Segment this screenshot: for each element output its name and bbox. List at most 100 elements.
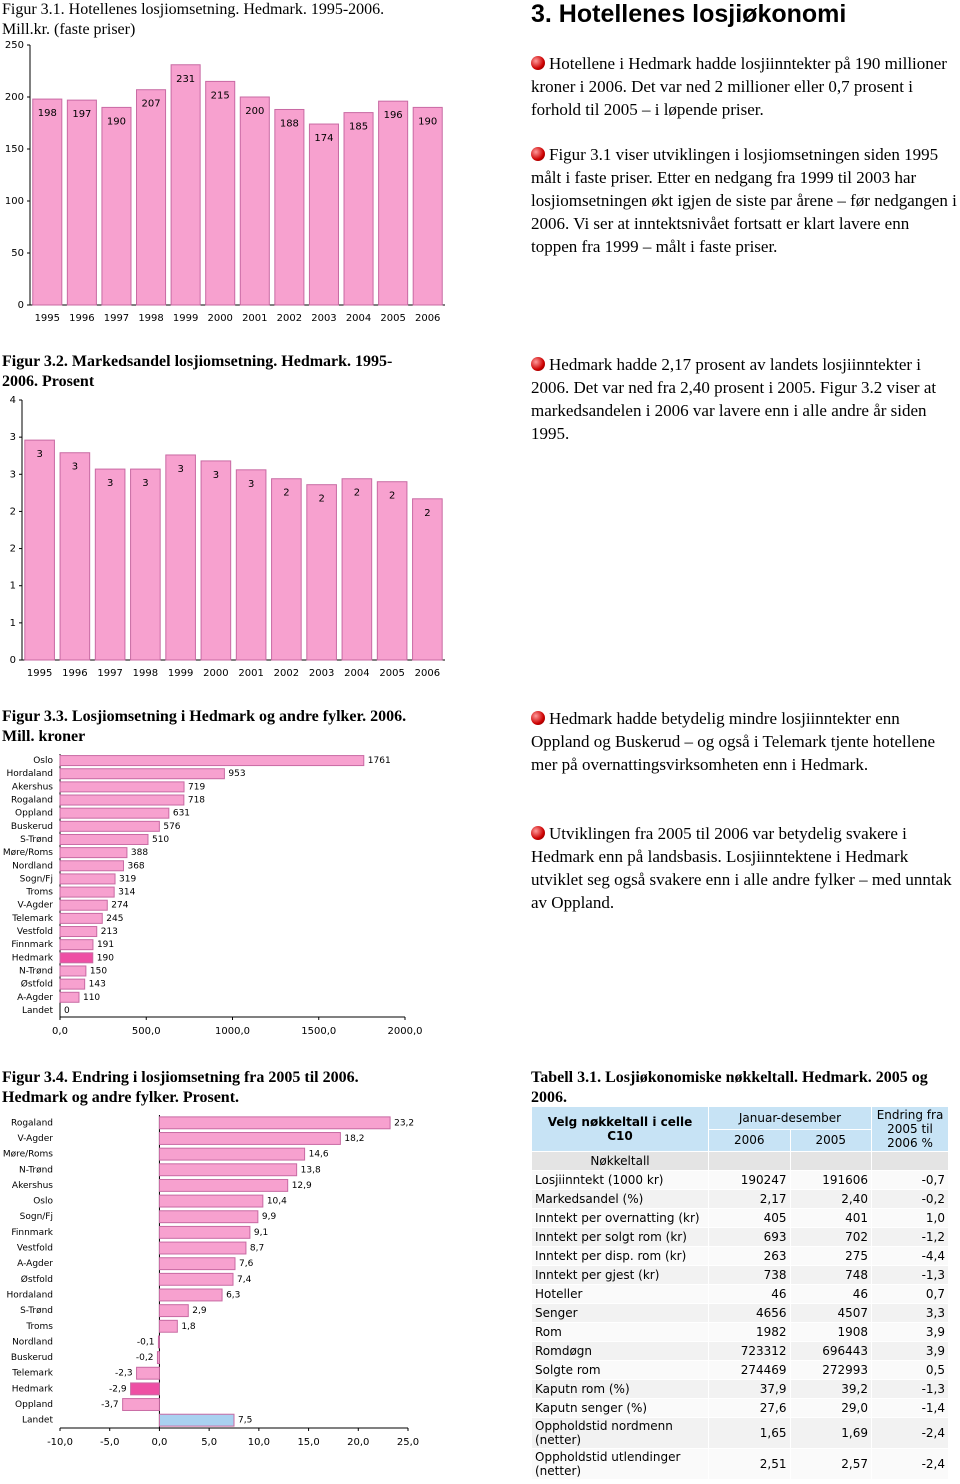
table-cell: Romdøgn: [531, 1341, 709, 1361]
y-tick-label: 250: [5, 40, 24, 51]
paragraph: Utviklingen fra 2005 til 2006 var betyde…: [531, 822, 959, 914]
data-label: 9,1: [254, 1228, 268, 1238]
chart: 0,0 500,0 1000,0 1500,0 2000,0 Oslo 1761 Hordal…: [3, 754, 423, 1037]
figure-caption: Figur 3.1. Hotellenes losjiomsetning. He…: [2, 1, 385, 38]
data-label: 2: [424, 508, 430, 519]
filter-cell[interactable]: [789, 1151, 872, 1171]
table-cell: -1,4: [871, 1398, 949, 1418]
bar: [59, 755, 365, 767]
header-cell: 2006: [708, 1128, 791, 1152]
y-tick-label: 150: [5, 144, 24, 155]
bar: [59, 452, 91, 661]
table-cell: -1,3: [871, 1379, 949, 1399]
table-cell: Rom: [531, 1322, 709, 1342]
table-cell: 39,2: [789, 1379, 872, 1399]
table-cell: Solgte rom: [531, 1360, 709, 1380]
filter-cell[interactable]: [871, 1151, 949, 1171]
x-tick-label: 2005: [380, 313, 405, 324]
table-cell: Losjiinntekt (1000 kr): [531, 1170, 709, 1190]
filter-cell[interactable]: [708, 1151, 791, 1171]
table-caption: Tabell 3.1. Losjiøkonomiske nøkkeltall. …: [531, 1069, 928, 1106]
data-label: 3: [72, 462, 78, 473]
data-label: 190: [107, 116, 126, 127]
y-tick-label: Oppland: [15, 809, 53, 819]
x-tick-label: 1997: [97, 668, 122, 679]
table-cell: Oppholdstid utlendinger (netter): [531, 1448, 709, 1480]
table-cell: 696443: [789, 1341, 872, 1361]
y-tick-label: Sogn/Fj: [20, 874, 53, 884]
bar: [59, 912, 103, 924]
table-cell: -4,4: [871, 1246, 949, 1266]
chart: 0 1 1 2 2 3 3 4 3 1995 3 1996 3 1997 3 1998 3 1999 3 2000 3 2…: [10, 395, 445, 679]
table-cell: 3,3: [871, 1303, 949, 1323]
data-label: 3: [248, 479, 254, 490]
table-row: Solgte rom 274469 272993 0,5: [531, 1360, 949, 1380]
bar: [59, 807, 170, 819]
table-cell: 2,51: [708, 1448, 791, 1480]
data-label: 185: [349, 122, 368, 133]
bar: [158, 1304, 189, 1318]
bar: [158, 1257, 236, 1271]
table-cell: 2,17: [708, 1189, 791, 1209]
table-cell: 29,0: [789, 1398, 872, 1418]
data-label: 190: [418, 116, 437, 127]
bar: [59, 965, 87, 977]
x-tick-label: 2003: [311, 313, 336, 324]
bar: [341, 478, 373, 661]
filter-cell[interactable]: Nøkkeltall: [531, 1151, 709, 1171]
table-row: Oppholdstid nordmenn (netter) 1,65 1,69 -2,…: [531, 1417, 949, 1449]
x-tick-label: 2006: [415, 668, 440, 679]
y-tick-label: Hedmark: [12, 1384, 54, 1394]
data-label: 3: [36, 449, 42, 460]
chart: 0 50 100 150 200 250 198 1995 197 1996 190 1997 207 1…: [5, 40, 445, 324]
data-label: 3: [177, 464, 183, 475]
data-label: 18,2: [344, 1134, 364, 1144]
y-tick-label: Oslo: [33, 756, 53, 766]
data-label: 150: [90, 966, 107, 976]
table-cell: 0,5: [871, 1360, 949, 1380]
table-cell: 3,9: [871, 1322, 949, 1342]
header-cell: 2005: [789, 1128, 872, 1152]
bar: [378, 100, 409, 306]
bar: [59, 899, 108, 911]
y-tick-label: 2: [10, 506, 16, 517]
table-row: Oppholdstid utlendinger (netter) 2,51 2,57…: [531, 1448, 949, 1480]
bar: [59, 926, 98, 938]
y-tick-label: 1: [10, 581, 16, 592]
y-tick-label: 100: [5, 196, 24, 207]
bar: [94, 468, 126, 661]
bar: [59, 860, 124, 872]
x-tick-label: 1999: [173, 313, 198, 324]
x-tick-label: 2000: [207, 313, 232, 324]
table-cell: -2,4: [871, 1417, 949, 1449]
table-row: Kaputn rom (%) 37,9 39,2 -1,3: [531, 1379, 949, 1399]
y-tick-label: Finnmark: [11, 940, 53, 950]
bar: [136, 1366, 160, 1380]
data-label: 631: [173, 809, 190, 819]
table-row: Inntekt per solgt rom (kr) 693 702 -1,2: [531, 1227, 949, 1247]
data-label: 3: [107, 478, 113, 489]
y-tick-label: A-Agder: [17, 993, 53, 1003]
bar: [158, 1116, 391, 1130]
table-row: Losjiinntekt (1000 kr) 190247 191606 -0,7: [531, 1170, 949, 1190]
figure-caption: Figur 3.4. Endring i losjiomsetning fra …: [2, 1069, 359, 1106]
x-tick-label: 2006: [415, 313, 440, 324]
y-tick-label: Troms: [25, 1322, 53, 1332]
data-label: 510: [152, 835, 169, 845]
bar: [157, 1335, 160, 1349]
bar: [59, 833, 149, 845]
x-tick-label: 2005: [379, 668, 404, 679]
data-label: 188: [280, 118, 299, 129]
y-tick-label: Hedmark: [12, 953, 54, 963]
y-tick-label: Møre/Roms: [3, 1150, 53, 1160]
data-label: 3: [213, 470, 219, 481]
table-cell: 723312: [708, 1341, 791, 1361]
table-cell: 401: [789, 1208, 872, 1228]
x-tick-label: 500,0: [132, 1026, 161, 1037]
x-tick-label: 2000: [203, 668, 228, 679]
data-label: 319: [119, 874, 136, 884]
header-cell: Endring fra 2005 til 2006 %: [871, 1106, 949, 1152]
table-cell: 4507: [789, 1303, 872, 1323]
x-tick-label: 1998: [133, 668, 158, 679]
bar: [376, 481, 408, 661]
